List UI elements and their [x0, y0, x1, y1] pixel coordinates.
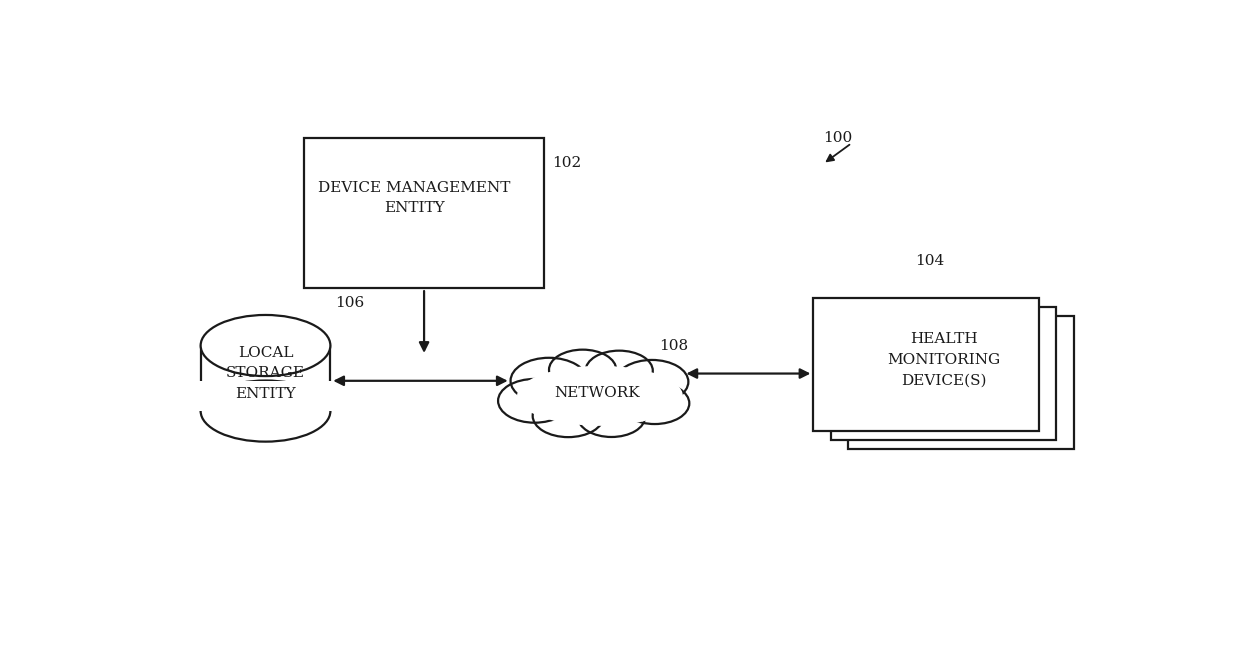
Ellipse shape: [578, 396, 645, 437]
Text: NETWORK: NETWORK: [554, 386, 640, 400]
Ellipse shape: [498, 379, 572, 422]
Text: 102: 102: [552, 155, 582, 170]
Ellipse shape: [201, 315, 330, 376]
Text: 106: 106: [335, 296, 365, 310]
Bar: [304, 138, 544, 288]
Bar: [201, 346, 330, 411]
Text: HEALTH
MONITORING
DEVICE(S): HEALTH MONITORING DEVICE(S): [887, 332, 1001, 387]
Bar: [813, 298, 1039, 431]
Bar: [831, 307, 1056, 440]
Ellipse shape: [585, 350, 652, 391]
Ellipse shape: [615, 360, 688, 404]
Text: LOCAL
STORAGE
ENTITY: LOCAL STORAGE ENTITY: [226, 346, 305, 401]
Ellipse shape: [533, 395, 604, 437]
Text: 100: 100: [823, 131, 852, 144]
Text: 104: 104: [915, 254, 944, 268]
Text: 108: 108: [660, 339, 688, 354]
Bar: [198, 380, 332, 411]
Ellipse shape: [511, 358, 588, 404]
Ellipse shape: [549, 350, 616, 390]
Ellipse shape: [620, 383, 689, 424]
Bar: [848, 317, 1074, 449]
Text: DEVICE MANAGEMENT
ENTITY: DEVICE MANAGEMENT ENTITY: [319, 181, 511, 215]
Ellipse shape: [517, 366, 683, 426]
Ellipse shape: [201, 380, 330, 441]
